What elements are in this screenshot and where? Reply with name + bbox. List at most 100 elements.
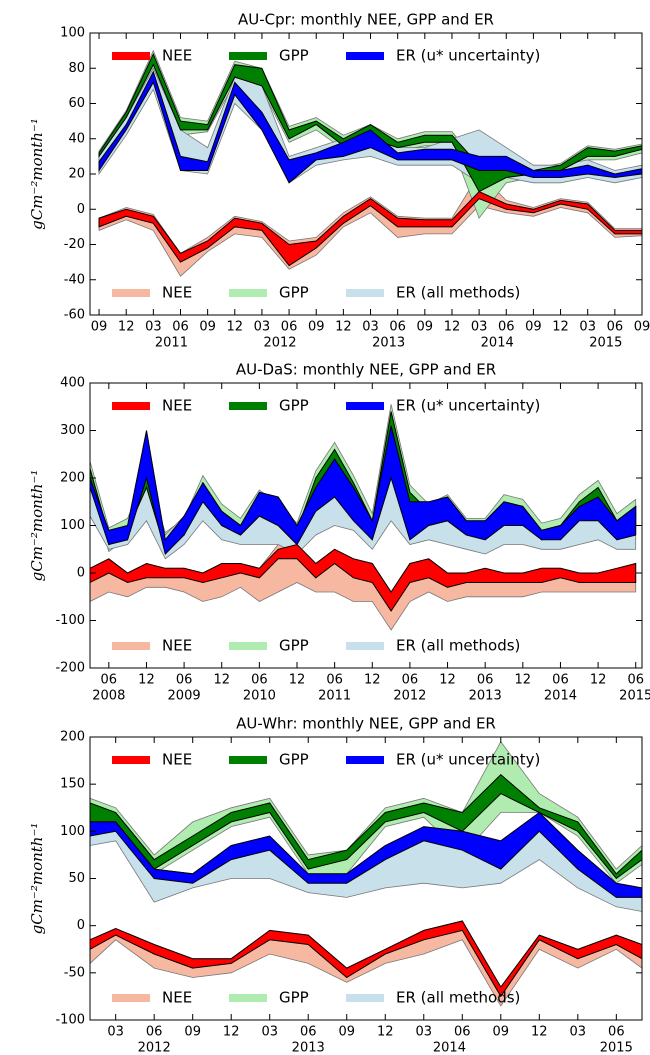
x-tick-label: 03 — [145, 320, 162, 335]
y-tick-label: 0 — [77, 918, 85, 933]
y-tick-label: 20 — [68, 167, 85, 182]
band — [90, 774, 642, 880]
legend-label: ER (u* uncertainty) — [396, 751, 540, 769]
x-tick-label: 03 — [362, 320, 379, 335]
y-tick-label: 100 — [60, 824, 85, 839]
y-tick-label: 0 — [77, 566, 85, 581]
legend-label: GPP — [279, 751, 309, 769]
year-label: 2011 — [155, 336, 188, 351]
x-tick-label: 09 — [338, 1025, 355, 1040]
legend-label: ER (all methods) — [396, 284, 520, 302]
legend-label: ER (u* uncertainty) — [396, 397, 540, 415]
x-tick-label: 12 — [439, 673, 456, 688]
y-tick-label: -60 — [64, 308, 85, 323]
year-label: 2013 — [292, 1041, 325, 1055]
chart-title: AU-DaS: monthly NEE, GPP and ER — [236, 361, 496, 379]
y-tick-label: -20 — [64, 237, 85, 252]
y-tick-label: -40 — [64, 272, 85, 287]
x-tick-label: 06 — [176, 673, 193, 688]
year-label: 2014 — [544, 689, 577, 704]
year-label: 2014 — [481, 336, 514, 351]
y-tick-label: 150 — [60, 777, 85, 792]
band — [98, 190, 642, 267]
legend-label: GPP — [279, 284, 309, 302]
y-tick-label: 40 — [68, 131, 85, 146]
x-tick-label: 03 — [471, 320, 488, 335]
x-tick-label: 06 — [389, 320, 406, 335]
legend-label: NEE — [162, 47, 192, 65]
y-tick-label: 100 — [60, 26, 85, 41]
band — [90, 543, 637, 612]
y-tick-label: -100 — [55, 613, 85, 628]
y-tick-label: 300 — [60, 423, 85, 438]
x-tick-label: 12 — [377, 1025, 394, 1040]
band — [90, 811, 642, 898]
y-axis-label: gCm⁻²month⁻¹ — [28, 470, 46, 582]
plot-area — [98, 49, 642, 277]
y-tick-label: 200 — [60, 730, 85, 745]
year-label: 2013 — [372, 336, 405, 351]
x-tick-label: 06 — [172, 320, 189, 335]
panel: AU-Whr: monthly NEE, GPP and ER gCm⁻²mont… — [28, 715, 643, 1055]
x-tick-label: 06 — [477, 673, 494, 688]
x-tick-label: 06 — [608, 1025, 625, 1040]
x-tick-label: 06 — [300, 1025, 317, 1040]
y-tick-label: -100 — [55, 1013, 85, 1028]
x-tick-label: 03 — [579, 320, 596, 335]
band — [90, 425, 637, 555]
legend-label: GPP — [279, 989, 309, 1007]
x-tick-label: 03 — [261, 1025, 278, 1040]
x-tick-label: 06 — [251, 673, 268, 688]
y-tick-label: -200 — [55, 661, 85, 676]
panel: AU-Cpr: monthly NEE, GPP and ER gCm⁻²mont… — [28, 11, 650, 351]
legend-label: ER (all methods) — [396, 637, 520, 655]
x-tick-label: 06 — [607, 320, 624, 335]
x-tick-label: 06 — [454, 1025, 471, 1040]
x-tick-label: 06 — [146, 1025, 163, 1040]
band — [98, 70, 642, 184]
legend-label: GPP — [279, 47, 309, 65]
x-tick-label: 12 — [223, 1025, 240, 1040]
y-tick-label: 400 — [60, 376, 85, 391]
y-tick-label: 100 — [60, 518, 85, 533]
legend-label: ER (all methods) — [396, 989, 520, 1007]
x-tick-label: 12 — [552, 320, 569, 335]
year-label: 2012 — [393, 689, 426, 704]
y-tick-label: 50 — [68, 871, 85, 886]
x-tick-label: 12 — [364, 673, 381, 688]
year-label: 2015 — [619, 689, 650, 704]
x-tick-label: 12 — [118, 320, 135, 335]
legend-label: NEE — [162, 989, 192, 1007]
band — [90, 544, 637, 631]
plot-area — [90, 404, 637, 631]
x-tick-label: 12 — [213, 673, 230, 688]
y-axis-label: gCm⁻²month⁻¹ — [28, 823, 46, 935]
year-label: 2012 — [263, 336, 296, 351]
x-tick-label: 09 — [308, 320, 325, 335]
legend-label: NEE — [162, 397, 192, 415]
x-tick-label: 09 — [184, 1025, 201, 1040]
year-label: 2015 — [600, 1041, 633, 1055]
x-tick-label: 09 — [525, 320, 542, 335]
legend-label: NEE — [162, 751, 192, 769]
band — [90, 920, 642, 998]
x-tick-label: 12 — [444, 320, 461, 335]
year-label: 2011 — [318, 689, 351, 704]
x-tick-label: 03 — [107, 1025, 124, 1040]
y-tick-label: -50 — [64, 965, 85, 980]
x-tick-label: 12 — [531, 1025, 548, 1040]
legend-label: NEE — [162, 284, 192, 302]
x-tick-label: 06 — [281, 320, 298, 335]
x-tick-label: 06 — [627, 673, 644, 688]
year-label: 2012 — [138, 1041, 171, 1055]
x-tick-label: 06 — [101, 673, 118, 688]
chart-title: AU-Whr: monthly NEE, GPP and ER — [236, 715, 496, 733]
panel: AU-DaS: monthly NEE, GPP and ER gCm⁻²mont… — [28, 361, 650, 704]
x-tick-label: 09 — [199, 320, 216, 335]
band — [98, 52, 642, 193]
x-tick-label: 06 — [326, 673, 343, 688]
chart-title: AU-Cpr: monthly NEE, GPP and ER — [238, 11, 494, 29]
x-tick-label: 12 — [335, 320, 352, 335]
year-label: 2015 — [589, 336, 622, 351]
x-tick-label: 03 — [254, 320, 271, 335]
